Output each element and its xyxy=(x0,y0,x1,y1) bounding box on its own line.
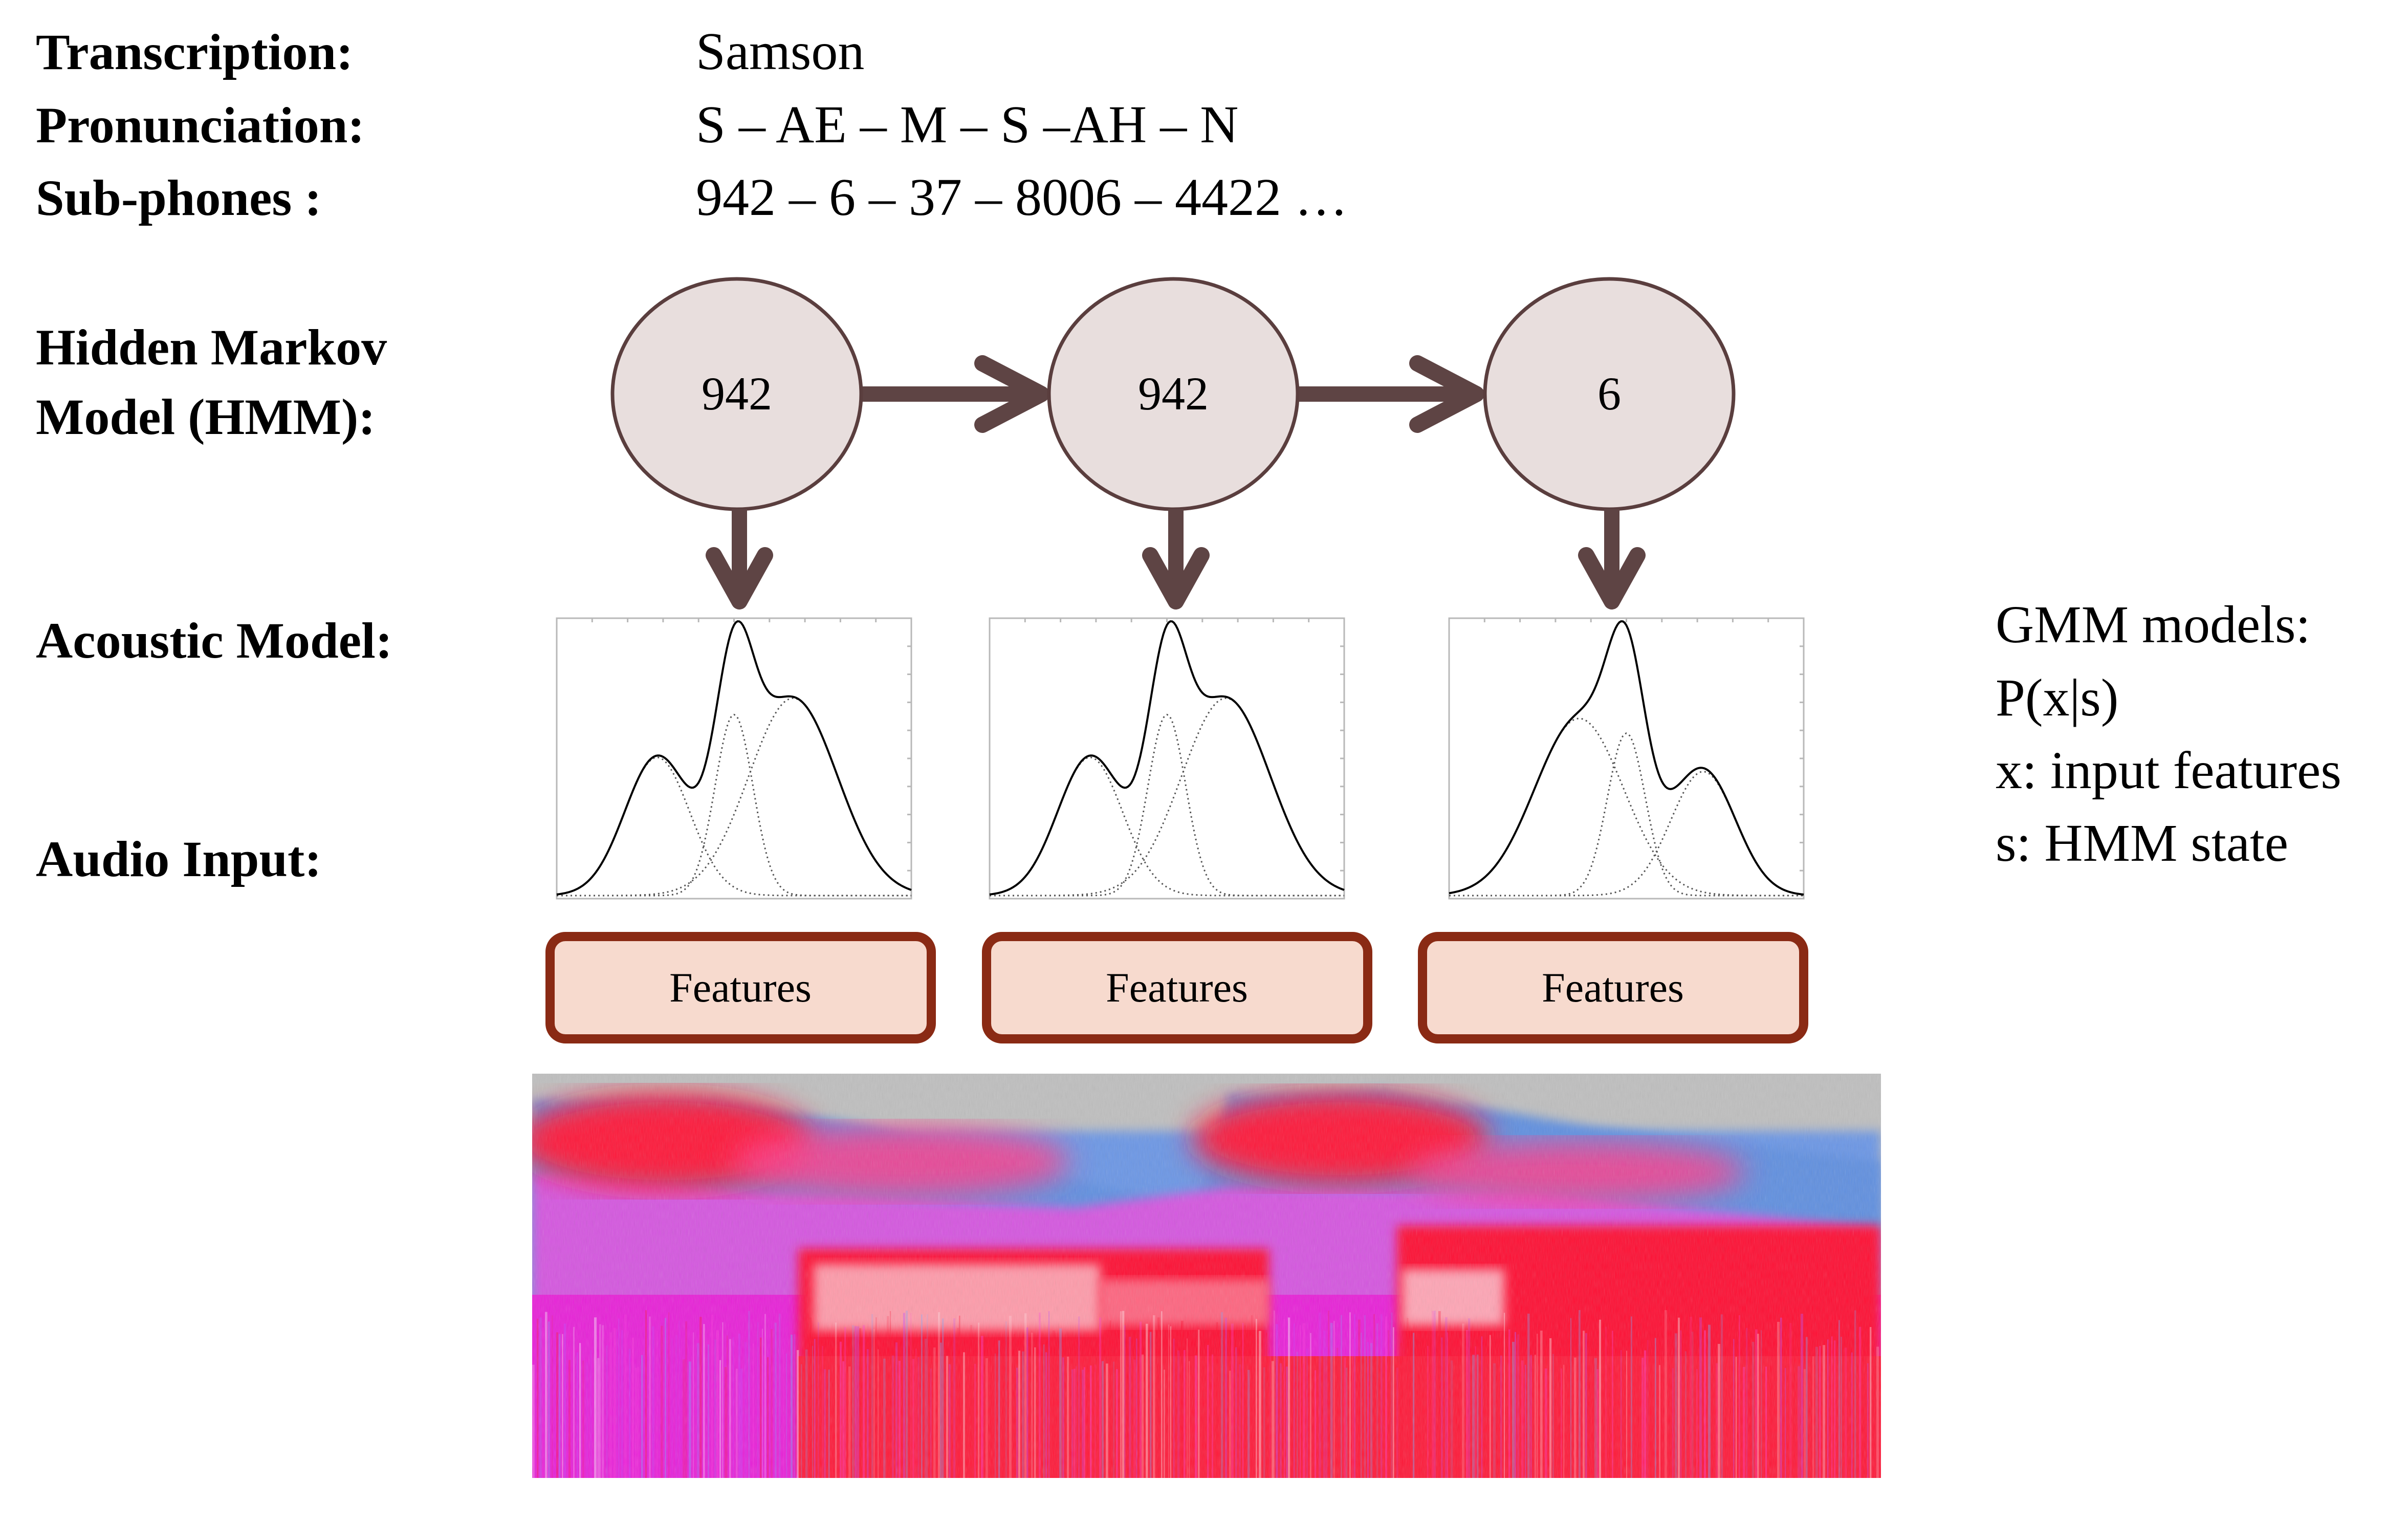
gmm-note-line2: P(x|s) xyxy=(1996,668,2118,727)
hmm-state-1: 942 xyxy=(610,277,863,511)
hmm-state-3-label: 6 xyxy=(1597,367,1621,420)
gmm-component-2-curve xyxy=(557,713,911,897)
hmm-state-3: 6 xyxy=(1483,277,1736,511)
feature-box-2-label: Features xyxy=(1106,964,1248,1011)
hmm-state-2-label: 942 xyxy=(1138,367,1209,420)
transition-arrowhead-1 xyxy=(974,355,1049,433)
pronunciation-label: Pronunciation: xyxy=(36,97,365,154)
hmm-label-line2: Model (HMM): xyxy=(36,388,376,445)
feature-box-3-label: Features xyxy=(1542,964,1684,1011)
spectrogram-image xyxy=(532,1074,1881,1478)
gmm-note-line1: GMM models: xyxy=(1996,595,2310,654)
emission-arrows xyxy=(706,509,1646,610)
emission-arrowhead-2 xyxy=(1142,547,1210,610)
transcription-label: Transcription: xyxy=(36,24,353,80)
gmm-component-2-curve xyxy=(1449,732,1804,897)
hmm-label-line1: Hidden Markov xyxy=(36,319,387,376)
transition-arrowhead-2 xyxy=(1409,355,1484,433)
gmm-plot-2 xyxy=(989,617,1345,900)
gmm-plot-1 xyxy=(556,617,912,900)
feature-box-1-label: Features xyxy=(669,964,812,1011)
gmm-mixture-curve xyxy=(1449,620,1804,896)
audio-input-label: Audio Input: xyxy=(36,831,322,887)
gmm-note-line4: s: HMM state xyxy=(1996,814,2288,873)
subphones-value: 942 – 6 – 37 – 8006 – 4422 … xyxy=(696,168,1348,227)
feature-box-1: Features xyxy=(545,932,936,1043)
acoustic-model-label: Acoustic Model: xyxy=(36,612,392,669)
hmm-transitions xyxy=(860,355,1484,433)
pronunciation-value: S – AE – M – S –AH – N xyxy=(696,95,1238,154)
emission-arrowhead-1 xyxy=(706,547,773,610)
feature-box-3: Features xyxy=(1418,932,1808,1043)
feature-box-2: Features xyxy=(982,932,1372,1043)
hmm-state-2: 942 xyxy=(1047,277,1300,511)
gmm-mixture-curve xyxy=(556,620,912,896)
hmm-state-1-label: 942 xyxy=(702,367,772,420)
gmm-note-line3: x: input features xyxy=(1996,741,2341,800)
transcription-value: Samson xyxy=(696,22,864,81)
gmm-component-2-curve xyxy=(990,713,1344,897)
gmm-plot-3 xyxy=(1448,617,1805,900)
emission-arrowhead-3 xyxy=(1578,547,1646,610)
subphones-label: Sub-phones : xyxy=(36,169,322,226)
gmm-mixture-curve xyxy=(989,620,1345,896)
